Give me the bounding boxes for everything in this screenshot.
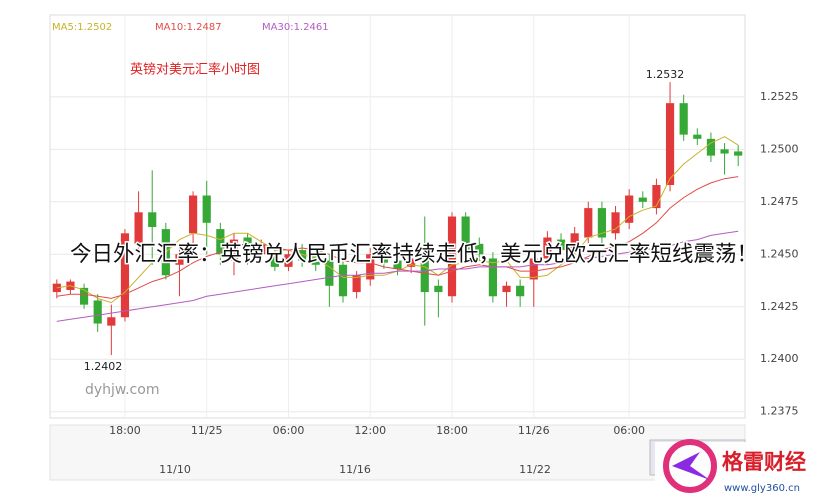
y-tick-label: 1.2525 <box>760 90 799 103</box>
candle-body <box>734 151 743 156</box>
candle-body <box>79 287 89 305</box>
candle-body <box>529 258 538 280</box>
candle-body <box>720 149 729 154</box>
legend-entry: MA30:1.2461 <box>262 22 329 33</box>
brand-url: www.gly360.cn <box>724 483 800 494</box>
navigator <box>49 424 746 481</box>
y-tick-label: 1.2425 <box>760 300 799 313</box>
candle-body <box>257 243 266 255</box>
candle-body <box>216 229 225 255</box>
candle-body <box>597 208 606 238</box>
high-annotation: 1.2532 <box>646 68 685 81</box>
candle-body <box>93 300 102 324</box>
candle-body <box>584 208 593 238</box>
candle-body <box>706 138 716 156</box>
candle-body <box>665 103 675 186</box>
y-tick-label: 1.2375 <box>760 405 799 418</box>
candle-body <box>284 254 293 267</box>
y-tick-label: 1.2400 <box>760 352 799 365</box>
candle-body <box>175 254 184 265</box>
candle-body <box>379 254 388 263</box>
candle-body <box>325 260 334 286</box>
candle-body <box>516 285 525 297</box>
candle-body <box>120 233 130 318</box>
watermark: dyhjw.com <box>85 382 159 398</box>
candle-body <box>447 216 457 297</box>
candle-body <box>461 216 470 251</box>
candle-body <box>488 258 497 297</box>
navigator-label: 11/22 <box>519 463 551 476</box>
legend-entry: MA10:1.2487 <box>155 22 222 33</box>
candle-body <box>502 285 511 293</box>
navigator-label: 11/10 <box>159 463 191 476</box>
navigator-label: 11/16 <box>339 463 371 476</box>
y-tick-label: 1.2475 <box>760 195 799 208</box>
legend-entry: MA5:1.2502 <box>52 22 112 33</box>
candle-body <box>693 134 702 139</box>
candle-body <box>625 195 634 223</box>
headline: 今日外汇汇率：英镑兑人民币汇率持续走低，美元兑欧元汇率短线震荡！ <box>70 242 758 267</box>
candle-body <box>556 239 566 251</box>
candle-body <box>679 103 688 135</box>
candle-body <box>338 264 348 297</box>
candle-body <box>107 317 116 326</box>
candle-body <box>189 195 198 234</box>
logo-icon <box>663 439 717 493</box>
candle-body <box>311 254 320 265</box>
x-tick-label: 18:00 <box>436 424 468 437</box>
x-tick-label: 18:00 <box>109 424 141 437</box>
x-tick-label: 11/26 <box>518 424 550 437</box>
candle-body <box>229 239 239 261</box>
x-tick-label: 06:00 <box>613 424 645 437</box>
candle-body <box>611 212 620 234</box>
candle-body <box>393 260 402 269</box>
candle-body <box>434 285 443 293</box>
chart-title: 英镑对美元汇率小时图 <box>130 62 260 78</box>
y-tick-label: 1.2500 <box>760 142 799 155</box>
ma-line <box>56 230 739 322</box>
candle-body <box>352 275 361 293</box>
x-tick-label: 11/25 <box>191 424 223 437</box>
candle-body <box>570 233 579 251</box>
candle-body <box>407 258 416 267</box>
ma-line <box>56 176 739 299</box>
candle-body <box>202 195 211 223</box>
candle-body <box>543 237 552 259</box>
low-annotation: 1.2402 <box>84 360 123 373</box>
candle-body <box>638 197 647 202</box>
logo-icon <box>672 452 710 480</box>
candle-body <box>652 185 661 209</box>
candle-body <box>134 212 143 244</box>
x-tick-label: 12:00 <box>354 424 386 437</box>
brand-name: 格雷财经 <box>722 450 806 474</box>
candle-body <box>148 212 157 227</box>
candle-body <box>298 250 307 261</box>
x-tick-label: 06:00 <box>273 424 305 437</box>
candle-body <box>475 243 484 255</box>
candle-body <box>366 254 375 280</box>
y-tick-label: 1.2450 <box>760 247 799 260</box>
candle-body <box>270 254 279 267</box>
